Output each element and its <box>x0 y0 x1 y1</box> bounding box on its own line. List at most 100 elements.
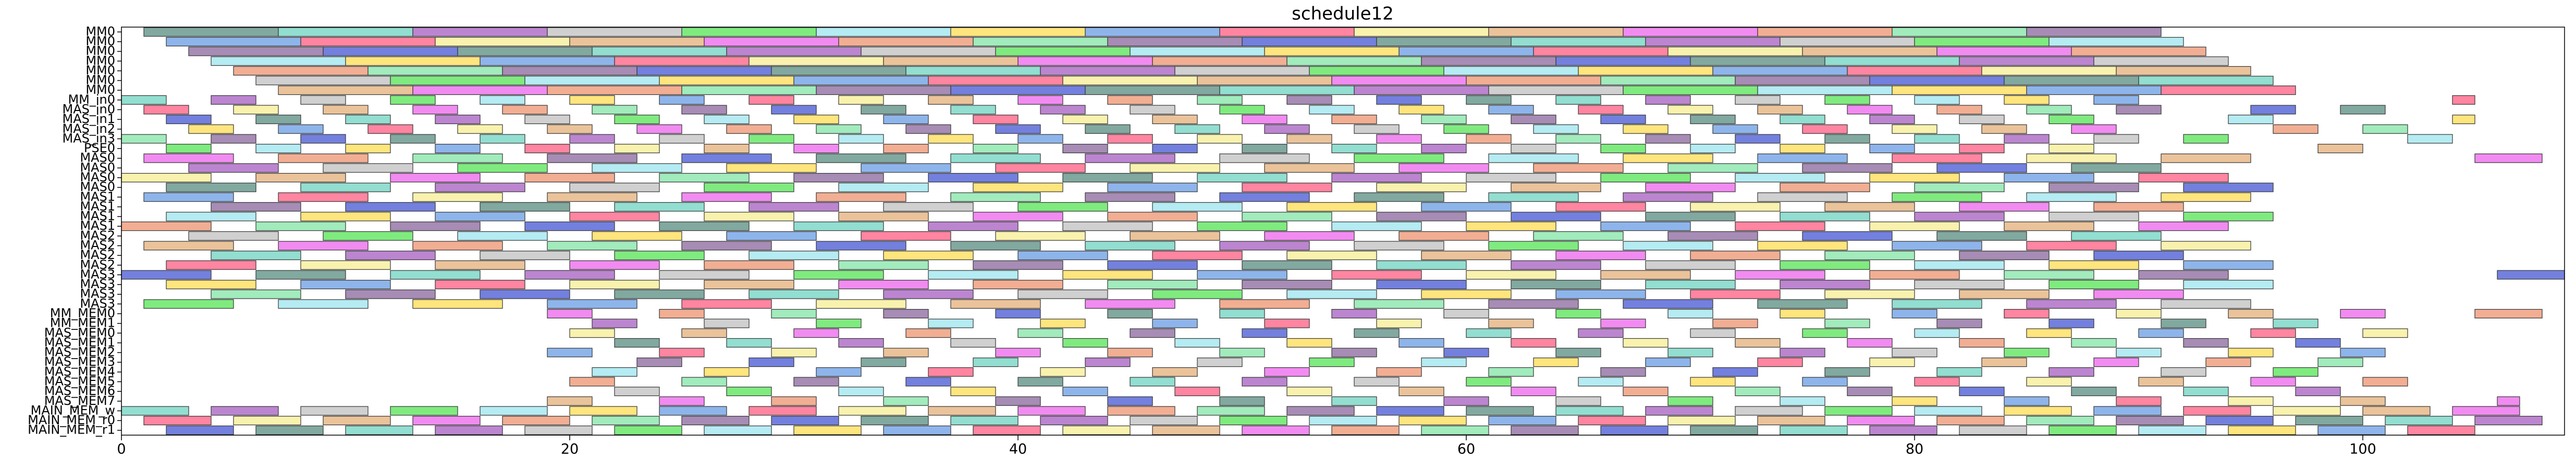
y-tick-label: MAS3 <box>80 267 115 281</box>
task-bar <box>1847 66 1982 76</box>
task-bar <box>771 416 839 426</box>
task-bar <box>323 105 369 115</box>
task-bar <box>928 318 974 328</box>
task-bar <box>838 406 906 416</box>
task-bar <box>928 221 1019 231</box>
task-bar <box>883 348 929 357</box>
task-bar <box>1107 396 1153 406</box>
task-bar <box>1219 396 1265 406</box>
task-bar <box>1511 182 1601 192</box>
y-tick-label: MAS_MEM0 <box>44 325 115 340</box>
task-bar <box>1914 95 1960 105</box>
task-bar <box>1690 425 1758 435</box>
task-bar <box>1085 357 1131 367</box>
task-bar <box>883 56 1019 66</box>
task-bar <box>2071 124 2117 134</box>
task-bar <box>547 241 637 251</box>
task-bar <box>1443 124 1489 134</box>
task-bar <box>1062 425 1131 435</box>
task-bar <box>1735 387 1781 397</box>
task-bar <box>2004 308 2050 318</box>
task-bar <box>300 406 369 416</box>
task-bar <box>1017 56 1153 66</box>
task-bar <box>861 46 996 56</box>
task-bar <box>1690 144 1736 154</box>
task-bar <box>166 115 212 125</box>
task-bar <box>659 270 750 280</box>
task-bar <box>883 202 974 212</box>
task-bar <box>1914 377 1960 387</box>
task-bar <box>816 85 951 95</box>
task-bar <box>704 36 839 46</box>
task-bar <box>1264 46 1400 56</box>
task-bar <box>704 144 750 154</box>
y-tick-label: MM0 <box>85 63 115 78</box>
task-bar <box>1488 105 1534 115</box>
task-bar <box>1331 221 1422 231</box>
task-bar <box>1578 377 1624 387</box>
chart-title: schedule12 <box>1292 4 1394 24</box>
task-bar <box>188 46 324 56</box>
task-bar <box>1869 425 1937 435</box>
task-bar <box>345 425 413 435</box>
task-bar <box>2497 396 2520 406</box>
task-bar <box>973 425 1041 435</box>
task-bar <box>547 153 637 163</box>
task-bar <box>1264 367 1310 377</box>
task-bar <box>1757 416 1825 426</box>
task-bar <box>1555 406 1624 416</box>
task-bar <box>749 56 884 66</box>
task-bar <box>659 406 727 416</box>
task-bar <box>2138 425 2206 435</box>
y-tick-label: MAS_in1 <box>62 112 115 126</box>
task-bar <box>995 308 1041 318</box>
task-bar <box>1286 134 1332 144</box>
y-tick-label: MM_MEM1 <box>50 316 115 330</box>
task-bar <box>1107 36 1243 46</box>
task-bar <box>524 221 615 231</box>
task-bar <box>726 338 772 348</box>
task-bar <box>367 124 413 134</box>
task-bar <box>614 115 660 125</box>
task-bar <box>1600 270 1691 280</box>
task-bar <box>816 27 951 37</box>
task-bar <box>1219 241 1310 251</box>
task-bar <box>861 357 906 367</box>
task-bar <box>1040 416 1108 426</box>
task-bar <box>211 251 301 261</box>
task-bar <box>435 144 481 154</box>
task-bar <box>412 241 503 251</box>
task-bar <box>2183 387 2229 397</box>
task-bar <box>2116 66 2251 76</box>
task-bar <box>1331 270 1422 280</box>
task-bar <box>793 144 839 154</box>
task-bar <box>749 202 839 212</box>
task-bar <box>1107 280 1198 290</box>
task-bar <box>636 357 682 367</box>
task-bar <box>749 406 817 416</box>
task-bar <box>793 115 839 125</box>
task-bar <box>995 46 1131 56</box>
task-bar <box>950 27 1086 37</box>
task-bar <box>1264 231 1355 241</box>
task-bar <box>2026 377 2072 387</box>
task-bar <box>771 396 817 406</box>
task-bar <box>1869 221 1960 231</box>
task-bar <box>1824 95 1870 105</box>
task-bar <box>1712 66 1848 76</box>
task-bar <box>1757 105 1803 115</box>
task-bar <box>1623 241 1713 251</box>
task-bar <box>569 406 637 416</box>
task-bar <box>1892 192 1982 202</box>
task-bar <box>2228 308 2274 318</box>
task-bar <box>1062 115 1108 125</box>
task-bar <box>1466 377 1512 387</box>
task-bar <box>1466 406 1534 416</box>
task-bar <box>1062 144 1108 154</box>
task-bar <box>2474 308 2543 318</box>
task-bar <box>1892 124 1937 134</box>
task-bar <box>2407 134 2453 144</box>
task-bar <box>569 212 660 221</box>
task-bar <box>771 348 817 357</box>
